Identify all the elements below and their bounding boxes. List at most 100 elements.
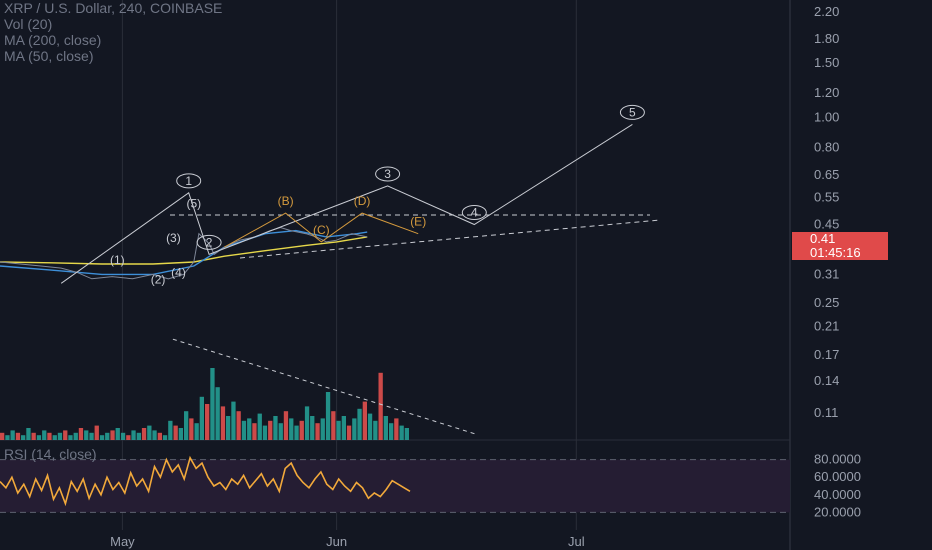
rsi-line	[0, 455, 411, 507]
volume-bar	[289, 418, 294, 440]
volume-bar	[310, 416, 315, 440]
volume-bar	[47, 432, 52, 440]
volume-bar	[373, 420, 378, 440]
wave-label-3: 3	[384, 167, 391, 181]
volume-bar	[78, 428, 84, 440]
ma50-legend: MA (50, close)	[4, 48, 94, 64]
volume-bar	[21, 435, 26, 440]
ma200-line	[0, 236, 368, 265]
volume-bar	[236, 411, 241, 440]
volume-bar	[131, 430, 136, 440]
volume-bar	[5, 435, 10, 440]
wave-label-sub: (3)	[166, 231, 181, 245]
last-price-tag: 0.41	[792, 232, 888, 246]
volume-bar	[136, 432, 141, 440]
wave-label-orange: (E)	[410, 215, 426, 229]
volume-bars	[0, 338, 479, 440]
volume-bar	[94, 425, 99, 440]
volume-bar	[120, 432, 126, 440]
support-dashed-line	[239, 219, 661, 259]
volume-bar	[57, 432, 63, 440]
price-tick-label: 0.45	[814, 216, 839, 231]
volume-bar	[0, 432, 5, 440]
time-axis: May Jun Jul	[110, 534, 585, 549]
volume-bar	[362, 401, 367, 440]
volume-bar	[325, 392, 331, 440]
wave-label-orange: (C)	[313, 223, 330, 237]
volume-bar	[31, 432, 36, 440]
white-wave-path	[60, 123, 633, 284]
volume-bar	[84, 430, 89, 440]
volume-bar	[404, 428, 409, 440]
volume-bar	[26, 428, 31, 440]
volume-bar	[105, 432, 110, 440]
volume-bar	[262, 425, 268, 440]
volume-bar	[252, 423, 257, 440]
price-tick-label: 0.31	[814, 266, 839, 281]
rsi-tick-label: 60.0000	[814, 469, 861, 484]
time-tick-label: Jun	[326, 534, 347, 549]
price-tick-label: 0.11	[814, 405, 838, 420]
volume-bar	[173, 425, 178, 440]
rsi-tick-label: 40.0000	[814, 487, 861, 502]
price-tick-label: 1.20	[814, 85, 839, 100]
volume-bar	[189, 418, 194, 440]
volume-bar	[336, 420, 341, 440]
volume-bar	[389, 423, 394, 440]
wave-label-4: 4	[471, 205, 478, 219]
price-tick-label: 1.50	[814, 55, 839, 70]
volume-bar	[399, 425, 404, 440]
price-tick-label: 0.80	[814, 139, 839, 154]
ma200-legend: MA (200, close)	[4, 32, 102, 48]
volume-bar	[226, 416, 231, 440]
volume-bar	[42, 430, 47, 440]
volume-bar	[367, 413, 373, 440]
volume-bar	[152, 430, 157, 440]
volume-bar	[99, 435, 105, 440]
wave-label-sub: (4)	[171, 266, 186, 280]
volume-bar	[157, 432, 162, 440]
rsi-panel: 80.0000 60.0000 40.0000 20.0000	[0, 452, 861, 519]
price-tick-label: 0.25	[814, 295, 839, 310]
volume-bar	[278, 423, 283, 440]
volume-bar	[210, 368, 215, 440]
wave-marker-circle	[619, 104, 645, 120]
chart-legend: XRP / U.S. Dollar, 240, COINBASE Vol (20…	[4, 0, 222, 64]
price-tick-label: 0.55	[814, 190, 839, 205]
volume-bar	[52, 435, 57, 440]
rsi-tick-label: 20.0000	[814, 504, 861, 519]
volume-bar	[352, 418, 357, 440]
volume-bar	[194, 423, 199, 440]
orange-wave-path	[224, 212, 419, 248]
volume-bar	[205, 404, 210, 440]
wave-marker-circle	[461, 204, 487, 220]
volume-legend: Vol (20)	[4, 16, 53, 32]
wave-label-2: 2	[206, 235, 213, 249]
volume-bar	[283, 411, 289, 440]
wave-label-sub: (2)	[151, 272, 166, 286]
volume-bar	[331, 411, 336, 440]
volume-bar	[304, 406, 310, 440]
volume-bar	[294, 425, 299, 440]
volume-bar	[268, 420, 273, 440]
volume-bar	[89, 432, 94, 440]
volume-bar	[220, 406, 226, 440]
volume-bar	[126, 435, 131, 440]
volume-bar	[184, 411, 189, 440]
volume-bar	[115, 428, 120, 440]
chart-grid	[0, 0, 791, 550]
wave-marker-circle	[196, 234, 222, 250]
price-tick-label: 0.17	[814, 347, 839, 362]
price-tick-label: 0.14	[814, 373, 839, 388]
time-tick-label: May	[110, 534, 135, 549]
volume-bar	[241, 420, 247, 440]
volume-bar	[68, 435, 73, 440]
rsi-band	[0, 459, 790, 513]
time-tick-label: Jul	[568, 534, 585, 549]
volume-bar	[346, 425, 352, 440]
volume-bar	[141, 428, 147, 440]
volume-bar	[110, 430, 115, 440]
volume-bar	[231, 401, 236, 440]
rsi-tick-label: 80.0000	[814, 452, 861, 467]
